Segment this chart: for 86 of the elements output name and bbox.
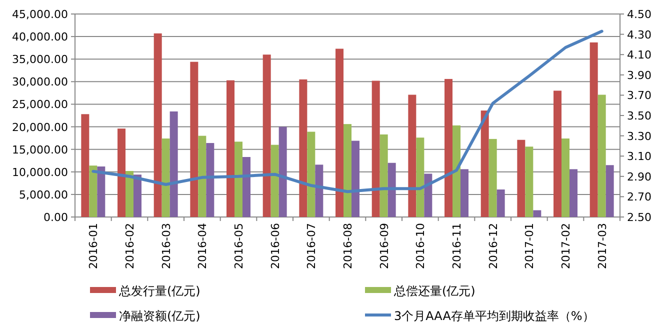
- bar: [554, 90, 562, 217]
- bar: [380, 134, 388, 217]
- legend-label: 总发行量(亿元): [118, 284, 200, 298]
- x-tick-label: 2016-08: [342, 223, 354, 269]
- y2-tick-label: 2.90: [627, 170, 652, 184]
- y2-tick-label: 3.50: [627, 110, 652, 122]
- x-tick-label: 2016-09: [378, 223, 391, 269]
- x-tick-label: 2017-03: [596, 223, 609, 269]
- x-tick-label: 2017-02: [560, 223, 572, 269]
- x-tick-label: 2016-12: [486, 223, 500, 269]
- bar: [262, 54, 271, 217]
- y2-tick-label: 2.70: [627, 190, 652, 204]
- bar: [525, 146, 534, 217]
- bar: [533, 210, 542, 217]
- legend-label: 总偿还量(亿元): [393, 284, 476, 298]
- x-tick-label: 2017-01: [523, 223, 536, 269]
- bar: [198, 136, 206, 217]
- bar: [154, 33, 162, 217]
- bar: [496, 189, 505, 217]
- bar: [590, 42, 598, 217]
- x-tick-label: 2016-01: [87, 223, 100, 269]
- y-tick-label: 35,000.00: [12, 53, 68, 66]
- line-series: [92, 30, 604, 194]
- x-tick-label: 2016-07: [305, 223, 318, 269]
- bar: [480, 110, 489, 217]
- bar: [488, 138, 497, 217]
- bar: [190, 62, 198, 217]
- legend-label: 净融资额(亿元): [119, 309, 200, 323]
- x-tick-label: 2016-02: [124, 223, 136, 269]
- bar: [408, 94, 416, 217]
- bar: [336, 48, 344, 217]
- x-tick-label: 2016-06: [268, 223, 282, 269]
- bar: [206, 143, 214, 217]
- bar: [569, 169, 578, 217]
- y-tick-label: 15,000.00: [12, 143, 68, 156]
- bar: [162, 138, 170, 217]
- bar: [81, 114, 90, 217]
- y2-tick-label: 3.10: [627, 150, 652, 164]
- x-tick-label: 2016-03: [160, 223, 173, 269]
- y2-tick-label: 4.50: [627, 8, 652, 21]
- bar: [562, 138, 570, 217]
- bar: [234, 142, 242, 217]
- bar: [517, 140, 526, 217]
- y-tick-label: 30,000.00: [12, 76, 68, 89]
- bar: [170, 111, 178, 217]
- bar: [226, 80, 235, 217]
- y-tick-label: 45,000.00: [12, 8, 68, 21]
- bar: [278, 126, 287, 217]
- x-tick-label: 2016-05: [232, 223, 246, 269]
- y2-tick-label: 3.90: [627, 68, 652, 82]
- bar: [416, 138, 424, 217]
- y2-tick-label: 2.50: [627, 211, 652, 224]
- bar: [89, 166, 98, 217]
- x-tick-label: 2016-04: [196, 223, 210, 269]
- y2-tick-label: 4.10: [627, 48, 652, 62]
- bar: [444, 78, 453, 217]
- bar: [351, 140, 360, 217]
- bar: [452, 125, 460, 217]
- x-tick-label: 2016-10: [414, 223, 428, 269]
- bar: [372, 80, 380, 217]
- y-tick-label: 25,000.00: [12, 98, 68, 112]
- y2-tick-label: 4.30: [627, 28, 652, 42]
- bar: [126, 170, 134, 217]
- y-tick-label: 20,000.00: [12, 120, 68, 134]
- y-tick-label: 5,000.00: [19, 188, 68, 202]
- bar: [388, 162, 396, 217]
- bar: [424, 174, 432, 217]
- legend-label: 3个月AAA存单平均到期收益率（%）: [394, 309, 594, 323]
- y-tick-label: 10,000.00: [12, 166, 68, 179]
- bar: [344, 124, 352, 217]
- bar: [242, 157, 250, 217]
- bar: [133, 174, 142, 217]
- bar: [270, 144, 279, 217]
- y2-tick-label: 3.70: [627, 89, 652, 102]
- bar: [598, 94, 606, 217]
- bar: [97, 166, 106, 217]
- x-tick-label: 2016-11: [450, 223, 464, 269]
- bar: [307, 132, 316, 217]
- bar: [460, 169, 468, 217]
- y2-tick-label: 3.30: [627, 130, 652, 143]
- bar: [299, 79, 308, 217]
- y-tick-label: 0.00: [44, 211, 68, 224]
- bar: [118, 128, 126, 217]
- y-tick-label: 40,000.00: [12, 30, 68, 44]
- bar: [315, 164, 324, 217]
- bar: [606, 165, 614, 217]
